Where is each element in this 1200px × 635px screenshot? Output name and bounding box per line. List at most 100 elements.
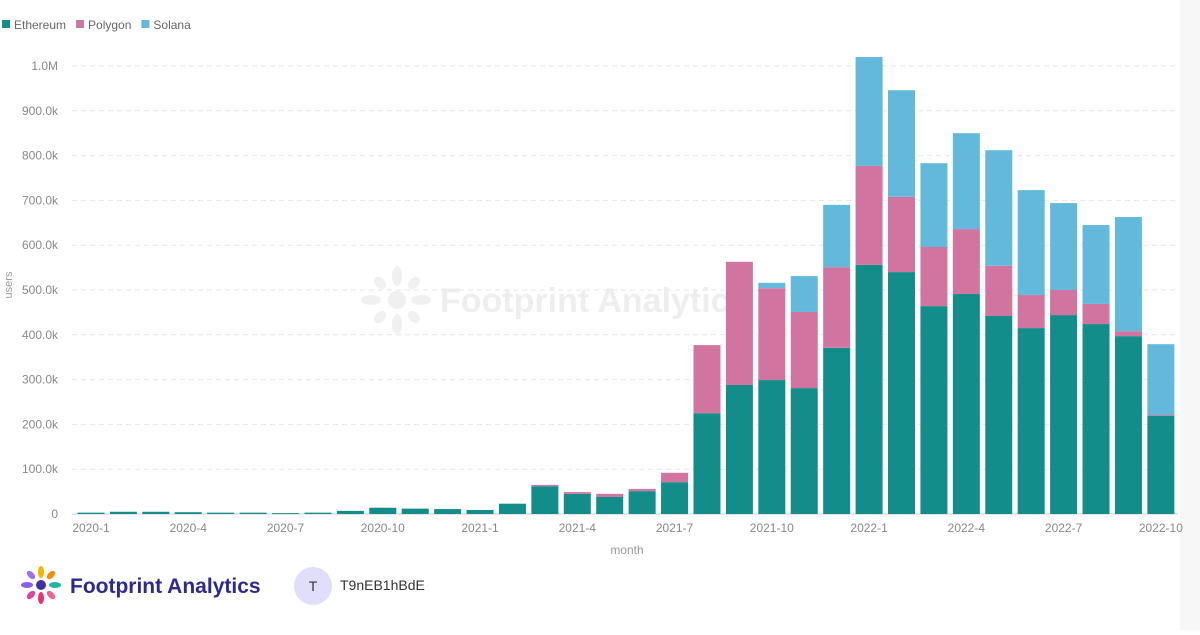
x-tick-label: 2021-4 <box>559 521 597 535</box>
x-tick-label: 2020-7 <box>267 521 305 535</box>
bar-segment <box>1082 225 1110 304</box>
bar-segment <box>369 507 397 514</box>
bar-segment <box>693 413 721 514</box>
bar-segment <box>855 57 883 166</box>
bar-segment <box>1050 315 1078 514</box>
bar-segment <box>207 512 235 514</box>
x-tick-label: 2021-10 <box>750 521 794 535</box>
bar-segment <box>985 150 1013 266</box>
bar-segment <box>952 133 980 230</box>
bar-segment <box>790 388 818 514</box>
x-tick-label: 2021-7 <box>656 521 694 535</box>
bar-segment <box>174 512 202 514</box>
bar-segment <box>336 510 364 514</box>
bar-segment <box>466 509 494 514</box>
bar-segment <box>920 306 948 514</box>
bar-segment <box>952 294 980 514</box>
legend-swatch <box>141 20 150 28</box>
bar-segment <box>855 264 883 514</box>
bar-segment <box>531 486 559 514</box>
bar-segment <box>1017 328 1045 514</box>
y-tick-label: 900.0k <box>22 104 59 118</box>
bar-segment <box>725 261 753 385</box>
bar-segment <box>1147 414 1175 416</box>
bar-segment <box>725 384 753 514</box>
bar-segment <box>272 513 300 514</box>
x-tick-label: 2022-10 <box>1139 521 1183 535</box>
bar-segment <box>401 508 429 514</box>
y-tick-label: 500.0k <box>22 283 59 297</box>
y-tick-label: 600.0k <box>22 238 59 252</box>
bar-segment <box>1114 336 1142 514</box>
x-tick-label: 2022-7 <box>1045 521 1083 535</box>
legend-label: Solana <box>153 18 191 32</box>
bar-segment <box>790 311 818 389</box>
y-tick-label: 100.0k <box>22 462 59 476</box>
bar-segment <box>498 503 526 514</box>
bar-segment <box>1082 324 1110 514</box>
legend-swatch <box>76 20 85 28</box>
x-tick-label: 2020-10 <box>361 521 405 535</box>
footer-brand: Footprint Analytics <box>70 575 261 598</box>
bar-segment <box>823 204 851 268</box>
bar-segment <box>758 288 786 381</box>
bar-segment <box>855 165 883 265</box>
bar-segment <box>1114 216 1142 332</box>
y-tick-label: 700.0k <box>22 193 59 207</box>
bar-segment <box>596 496 624 514</box>
y-axis-label: users <box>3 271 15 298</box>
bar-segment <box>1017 190 1045 295</box>
bar-segment <box>1050 203 1078 290</box>
x-tick-label: 2022-4 <box>948 521 986 535</box>
bar-segment <box>790 276 818 312</box>
legend-swatch <box>2 20 10 28</box>
bar-segment <box>563 492 591 494</box>
legend-label: Ethereum <box>14 18 66 32</box>
bar-segment <box>823 267 851 348</box>
y-tick-label: 200.0k <box>22 417 59 431</box>
bar-segment <box>142 511 170 514</box>
bar-segment <box>1050 290 1078 316</box>
bar-segment <box>985 265 1013 316</box>
bar-segment <box>304 512 332 514</box>
bar-segment <box>661 482 689 514</box>
bar-segment <box>628 488 656 492</box>
y-tick-label: 300.0k <box>22 373 59 387</box>
bar-segment <box>758 380 786 514</box>
bar-segment <box>920 163 948 247</box>
y-tick-label: 1.0M <box>31 59 58 73</box>
user-name: T9nEB1hBdE <box>340 577 425 593</box>
bar-segment <box>1114 331 1142 337</box>
x-tick-label: 2020-1 <box>72 521 110 535</box>
bar-segment <box>109 511 137 514</box>
legend-label: Polygon <box>88 18 131 32</box>
y-tick-label: 400.0k <box>22 328 59 342</box>
bar-segment <box>239 512 267 514</box>
bar-segment <box>1147 344 1175 415</box>
bar-segment <box>1017 294 1045 329</box>
bar-segment <box>888 90 915 197</box>
bar-segment <box>434 509 462 514</box>
bar-segment <box>985 315 1013 514</box>
bar-segment <box>758 282 786 289</box>
bar-segment <box>1147 415 1175 514</box>
footer-logo <box>21 566 61 604</box>
bar-segment <box>596 493 624 497</box>
bar-segment <box>888 272 915 514</box>
bar-segment <box>661 472 689 483</box>
bar-segment <box>888 196 915 273</box>
bar-segment <box>531 484 559 487</box>
x-tick-label: 2020-4 <box>170 521 208 535</box>
bar-segment <box>823 347 851 514</box>
avatar <box>294 567 332 605</box>
x-axis-label: month <box>610 543 643 557</box>
bar-segment <box>563 493 591 514</box>
bar-segment <box>77 512 105 514</box>
bar-segment <box>952 229 980 295</box>
y-tick-label: 0 <box>51 507 58 521</box>
bar-segment <box>693 345 721 414</box>
bar-segment <box>920 246 948 307</box>
watermark-text: Footprint Analytics <box>440 282 749 320</box>
